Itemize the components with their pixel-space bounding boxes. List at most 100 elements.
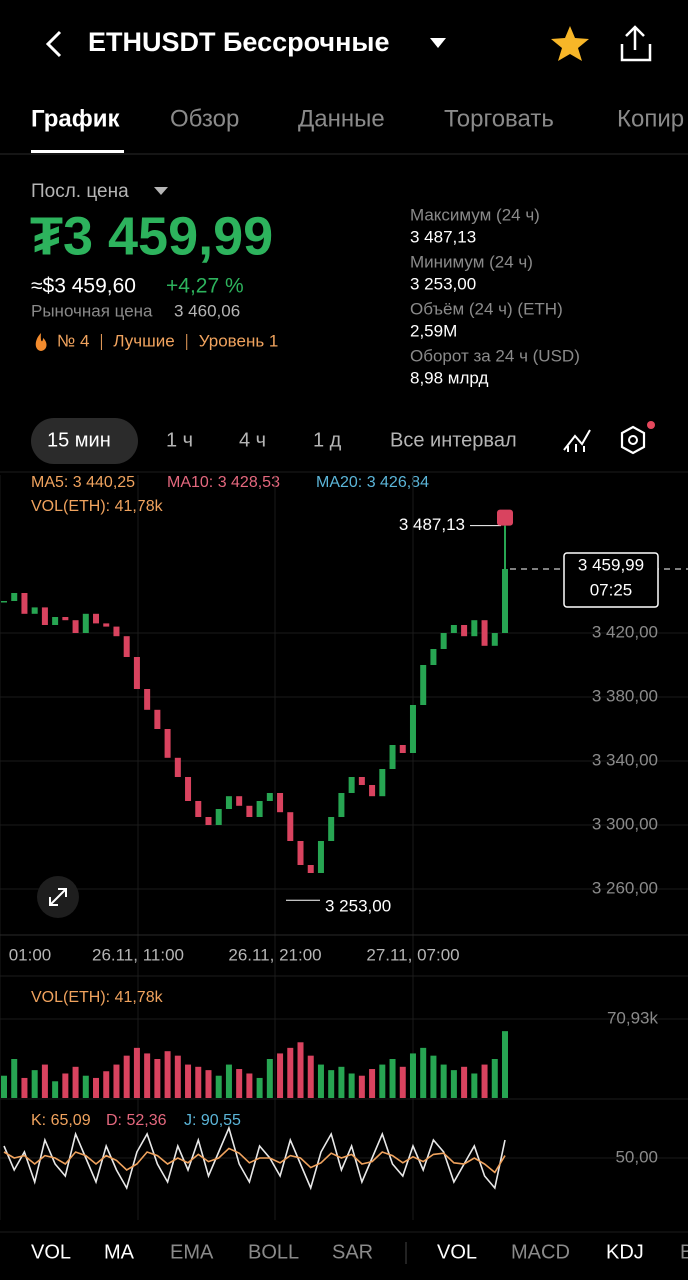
settings-button[interactable] — [620, 421, 655, 455]
volume-bar — [11, 1059, 18, 1098]
d-legend: D: 52,36 — [106, 1112, 167, 1129]
stat-label: Минимум (24 ч) — [410, 252, 533, 271]
candle — [379, 769, 386, 797]
candle — [154, 709, 161, 729]
volume-bar — [185, 1064, 192, 1098]
price-dropdown[interactable] — [154, 187, 168, 195]
stat-value: 3 487,13 — [410, 227, 476, 246]
volume-bar — [246, 1073, 253, 1098]
interval[interactable]: 1 ч — [166, 429, 193, 451]
volume-bar — [420, 1047, 427, 1098]
candle — [113, 626, 120, 637]
indicator-tab[interactable]: EMA — [170, 1241, 214, 1263]
volume-bar — [236, 1069, 243, 1098]
candle — [41, 607, 48, 625]
title-dropdown[interactable] — [430, 38, 446, 48]
candle — [430, 649, 437, 665]
candle — [195, 801, 202, 817]
k-legend: K: 65,09 — [31, 1112, 91, 1129]
interval[interactable]: 4 ч — [239, 429, 266, 451]
y-tick-label: 70,93k — [607, 1008, 659, 1027]
candle — [164, 729, 171, 758]
sell-marker — [497, 509, 513, 526]
candle — [266, 793, 273, 801]
candle — [62, 617, 69, 621]
indicator-tab[interactable]: MA — [104, 1241, 135, 1263]
candle — [144, 689, 151, 710]
indicator-tab[interactable]: KDJ — [606, 1241, 644, 1263]
volume-bar — [113, 1064, 120, 1098]
candle — [399, 745, 406, 753]
indicator-tab[interactable]: SAR — [332, 1241, 373, 1263]
candle — [409, 705, 416, 753]
tab[interactable]: Обзор — [170, 105, 239, 132]
y-tick-label: 3 420,00 — [592, 622, 658, 641]
volume-bar — [461, 1066, 468, 1098]
mark-price-value: 3 460,06 — [174, 301, 240, 320]
indicator-tab[interactable]: B — [680, 1241, 688, 1263]
y-tick-label: 50,00 — [615, 1147, 658, 1166]
candle — [287, 812, 294, 841]
candle — [225, 796, 232, 809]
favorite-star[interactable] — [551, 26, 589, 61]
volume-bar — [450, 1070, 457, 1098]
x-tick-label: 26.11, 11:00 — [92, 945, 184, 964]
indicator-tab[interactable]: VOL — [437, 1241, 477, 1263]
current-price-label: 3 459,99 — [578, 556, 644, 575]
ma20-legend: MA20: 3 426,84 — [316, 474, 429, 491]
candle — [338, 793, 345, 817]
volume-bar — [123, 1055, 130, 1098]
tab[interactable]: График — [31, 105, 120, 132]
x-tick-label: 01:00 — [9, 945, 52, 964]
candle — [471, 620, 478, 637]
ma5-legend: MA5: 3 440,25 — [31, 474, 135, 491]
mark-price-label: Рыночная цена — [31, 301, 153, 320]
share-button[interactable] — [620, 25, 652, 62]
candle — [174, 757, 181, 777]
indicator-tab[interactable]: MACD — [511, 1241, 570, 1263]
volume-bar — [399, 1066, 406, 1098]
price-change: +4,27 % — [166, 275, 244, 298]
y-tick-label: 3 260,00 — [592, 878, 658, 897]
x-tick-label: 26.11, 21:00 — [228, 945, 321, 964]
candle — [256, 801, 263, 817]
stat-label: Оборот за 24 ч (USD) — [410, 346, 580, 365]
volume-bar — [338, 1066, 345, 1098]
volume-bar — [133, 1047, 140, 1098]
stat-value: 2,59M — [410, 321, 457, 340]
vol-legend: VOL(ETH): 41,78k — [31, 498, 164, 515]
volume-bar — [328, 1070, 335, 1098]
back-button[interactable] — [45, 30, 62, 58]
candle — [502, 569, 508, 633]
candle — [236, 796, 243, 806]
tab[interactable]: Данные — [298, 105, 385, 132]
tab[interactable]: Торговать — [444, 105, 554, 132]
candle — [103, 623, 110, 627]
interval[interactable]: Все интервал — [390, 429, 517, 451]
candle — [205, 817, 212, 825]
j-legend: J: 90,55 — [184, 1112, 241, 1129]
indicator-tab[interactable]: VOL — [31, 1241, 71, 1263]
volume-bar — [41, 1064, 48, 1098]
stat-value: 3 253,00 — [410, 274, 476, 293]
volume-bar — [440, 1064, 447, 1098]
volume-bar — [277, 1053, 284, 1098]
stat-label: Максимум (24 ч) — [410, 205, 540, 224]
x-tick-label: 27.11, 07:00 — [366, 945, 459, 964]
volume-bar — [389, 1059, 396, 1098]
title: ETHUSDT Бессрочные — [88, 27, 389, 57]
volume-bar — [430, 1055, 437, 1098]
indicator-tab[interactable]: BOLL — [248, 1241, 299, 1263]
volume-bar — [491, 1059, 498, 1098]
tab[interactable]: Копир — [617, 105, 684, 132]
interval[interactable]: 1 д — [313, 429, 342, 451]
expand-icon — [49, 888, 67, 906]
candle — [31, 607, 38, 614]
high-label: 3 487,13 — [399, 515, 465, 534]
volume-bar — [225, 1064, 232, 1098]
indicator-icon[interactable] — [563, 429, 591, 452]
volume-bar — [369, 1069, 376, 1098]
interval[interactable]: 15 мин — [47, 429, 111, 451]
